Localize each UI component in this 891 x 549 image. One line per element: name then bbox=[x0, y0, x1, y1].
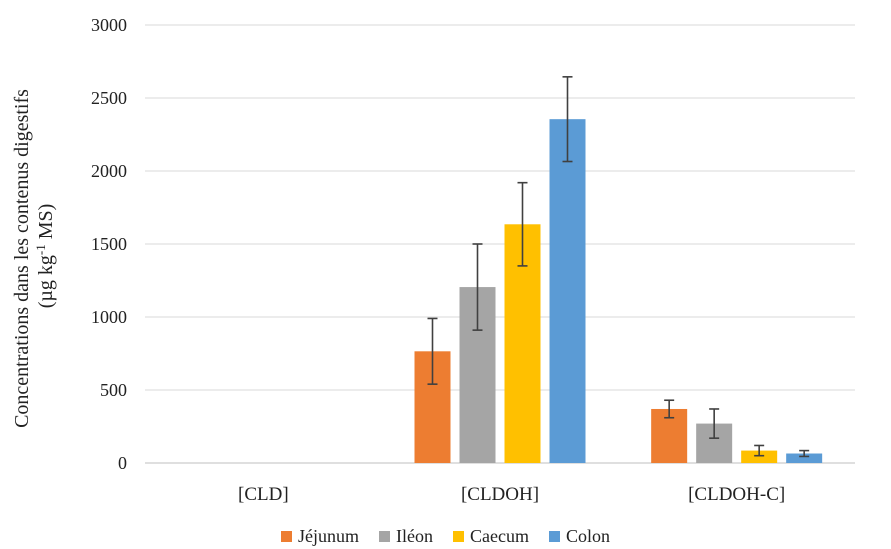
gridlines bbox=[145, 24, 855, 464]
legend-item: Iléon bbox=[379, 526, 433, 547]
legend-swatch bbox=[548, 531, 560, 542]
legend-label: Caecum bbox=[469, 526, 529, 546]
legend-label: Colon bbox=[565, 526, 610, 546]
y-tick-label: 2500 bbox=[91, 88, 127, 108]
legend-item: Colon bbox=[548, 526, 610, 547]
y-tick-label: 1500 bbox=[91, 234, 127, 254]
error-bar bbox=[754, 444, 765, 457]
category-label: [CLD] bbox=[238, 484, 289, 505]
category-label: [CLDOH] bbox=[461, 484, 539, 505]
category-labels: [CLD] [CLDOH] [CLDOH-C] bbox=[238, 484, 785, 505]
error-bars bbox=[427, 76, 810, 458]
legend-swatch bbox=[281, 531, 292, 542]
legend-label: Iléon bbox=[396, 526, 433, 546]
y-tick-label: 0 bbox=[118, 453, 127, 473]
legend-label: Jéjunum bbox=[298, 526, 359, 546]
category-label: [CLDOH-C] bbox=[688, 484, 785, 505]
bar bbox=[741, 450, 778, 463]
y-tick-label: 3000 bbox=[91, 15, 127, 35]
legend-item: Jéjunum bbox=[281, 526, 359, 547]
legend-swatch bbox=[452, 531, 464, 542]
y-tick-label: 2000 bbox=[91, 161, 127, 181]
error-bar bbox=[427, 317, 438, 385]
bar bbox=[786, 453, 823, 463]
bar bbox=[549, 119, 586, 464]
y-tick-label: 500 bbox=[100, 380, 127, 400]
error-bar bbox=[664, 399, 675, 419]
y-tick-label: 1000 bbox=[91, 307, 127, 327]
error-bar bbox=[472, 243, 483, 331]
error-bar bbox=[799, 449, 810, 458]
error-bar bbox=[709, 408, 720, 439]
error-bar bbox=[517, 181, 528, 267]
y-tick-labels: 0 500 1000 1500 2000 2500 3000 bbox=[91, 15, 127, 473]
error-bar bbox=[562, 76, 573, 163]
y-axis-label: Concentrations dans les contenus digesti… bbox=[11, 84, 57, 428]
legend-swatch bbox=[379, 531, 390, 542]
legend: Jéjunum Iléon Caecum Colon bbox=[0, 526, 891, 547]
legend-item: Caecum bbox=[452, 526, 529, 547]
